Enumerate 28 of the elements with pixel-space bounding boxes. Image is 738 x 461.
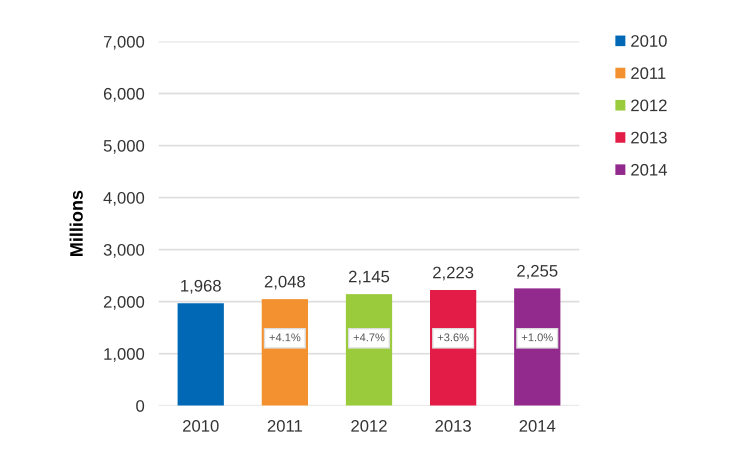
x-tick-label: 2012 — [351, 420, 387, 432]
legend-label: 2013 — [631, 132, 667, 144]
x-tick-label: 2013 — [435, 420, 471, 432]
data-label: 2,223 — [433, 266, 474, 280]
y-tick-label: 1,000 — [104, 348, 144, 362]
legend-label: 2010 — [631, 35, 667, 47]
data-label: 1,968 — [181, 280, 221, 294]
data-label: 2,048 — [264, 276, 305, 290]
x-tick-label: 2010 — [183, 420, 219, 432]
y-tick-label: 7,000 — [104, 36, 144, 50]
data-label: 2,255 — [517, 264, 558, 279]
y-tick-label: 6,000 — [104, 88, 144, 102]
legend-label: 2012 — [631, 99, 667, 112]
annotation: +1.0% — [522, 333, 553, 342]
y-axis-title: Millions — [70, 190, 83, 256]
x-tick-label: 2011 — [268, 420, 302, 432]
annotation: +4.1% — [270, 333, 300, 342]
legend-label: 2011 — [631, 67, 666, 80]
y-tick-label: 2,000 — [104, 296, 144, 310]
data-label: 2,145 — [348, 270, 390, 284]
y-tick-label: 3,000 — [104, 244, 144, 258]
annotation: +3.6% — [438, 333, 469, 342]
y-tick-label: 4,000 — [103, 192, 144, 206]
x-tick-label: 2014 — [520, 420, 556, 432]
legend-label: 2014 — [631, 164, 667, 176]
annotation: +4.7% — [354, 333, 385, 342]
y-tick-label: 0 — [136, 400, 144, 412]
y-tick-label: 5,000 — [104, 140, 144, 154]
